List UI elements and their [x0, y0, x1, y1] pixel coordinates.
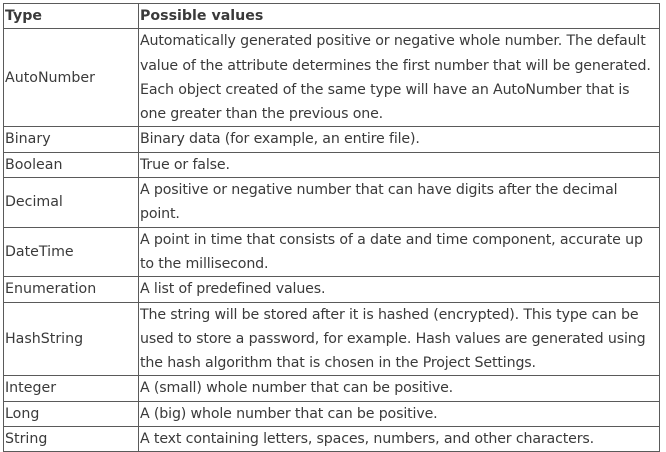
table-row-string: String A text containing letters, spaces…	[3, 426, 660, 452]
type-cell: Integer	[3, 375, 139, 402]
description-cell: A list of predefined values.	[138, 276, 660, 303]
description-cell: A (big) whole number that can be positiv…	[138, 400, 660, 428]
description-cell: A point in time that consists of a date …	[138, 226, 660, 278]
type-cell: Long	[3, 400, 139, 428]
table-row-binary: Binary Binary data (for example, an enti…	[3, 126, 660, 153]
description-cell: A positive or negative number that can h…	[138, 177, 660, 228]
table-row-decimal: Decimal A positive or negative number th…	[3, 177, 660, 228]
table-row-integer: Integer A (small) whole number that can …	[3, 375, 660, 402]
header-row: Type Possible values	[3, 2, 660, 30]
table-row-boolean: Boolean True or false.	[3, 151, 660, 179]
type-cell: Binary	[3, 126, 139, 153]
type-cell: Enumeration	[3, 276, 139, 303]
description-cell: The string will be stored after it is ha…	[138, 301, 660, 377]
table-row-hashstring: HashString The string will be stored aft…	[3, 301, 660, 377]
type-cell: HashString	[3, 301, 139, 377]
table-row-long: Long A (big) whole number that can be po…	[3, 400, 660, 428]
table-body: AutoNumber Automatically generated posit…	[3, 28, 660, 452]
header-type: Type	[3, 2, 139, 30]
header-possible-values: Possible values	[138, 2, 660, 30]
attribute-types-table: Type Possible values AutoNumber Automati…	[3, 2, 660, 452]
type-cell: DateTime	[3, 226, 139, 278]
table-header: Type Possible values	[3, 2, 660, 30]
type-cell: AutoNumber	[3, 28, 139, 128]
type-cell: String	[3, 426, 139, 452]
description-cell: A (small) whole number that can be posit…	[138, 375, 660, 402]
description-cell: Automatically generated positive or nega…	[138, 28, 660, 128]
type-cell: Decimal	[3, 177, 139, 228]
table-row-enumeration: Enumeration A list of predefined values.	[3, 276, 660, 303]
description-cell: True or false.	[138, 151, 660, 179]
description-cell: Binary data (for example, an entire file…	[138, 126, 660, 153]
type-cell: Boolean	[3, 151, 139, 179]
table-row-autonumber: AutoNumber Automatically generated posit…	[3, 28, 660, 128]
description-cell: A text containing letters, spaces, numbe…	[138, 426, 660, 452]
table-row-datetime: DateTime A point in time that consists o…	[3, 226, 660, 278]
